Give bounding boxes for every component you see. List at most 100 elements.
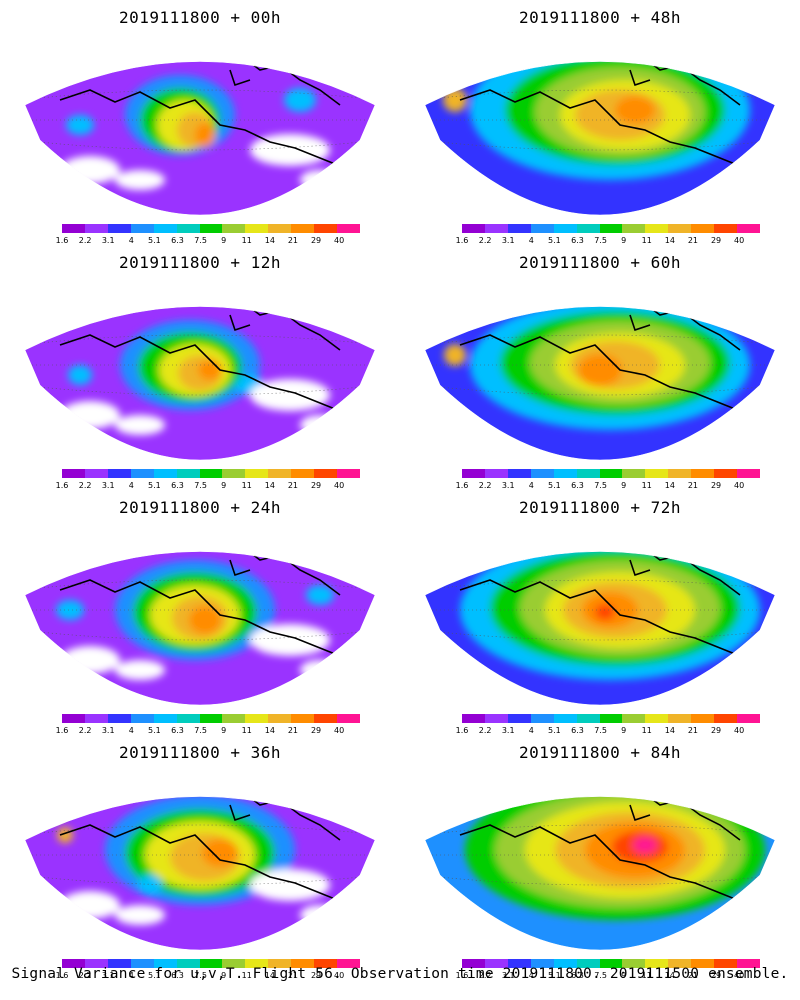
colorbar-swatch [691, 224, 715, 233]
colorbar-tick-label: 5.1 [548, 971, 561, 980]
colorbar-tick-label: 40 [734, 726, 745, 735]
colorbar-tick-label: 21 [287, 726, 299, 735]
colorbar-swatch [599, 959, 623, 968]
colorbar-swatch [130, 469, 154, 478]
colorbar-swatch [62, 714, 85, 723]
colorbar-tick-label: 14 [664, 236, 675, 245]
colorbar-tick-label: 5.1 [148, 481, 161, 490]
colorbar-tick-label: 40 [734, 236, 745, 245]
colorbar-swatch [737, 959, 760, 968]
colorbar-swatch [645, 469, 669, 478]
colorbar-swatch [337, 959, 360, 968]
colorbar-tick-label: 7.5 [594, 481, 607, 490]
latitude-line [425, 334, 775, 346]
colorbar-swatch [530, 959, 554, 968]
colorbar-tick-label: 2.2 [78, 481, 92, 490]
figure-caption: Signal Variance for u,v,T. Flight 56. Ob… [11, 966, 789, 982]
colorbar-tick-label: 3.1 [101, 236, 115, 245]
variance-map [424, 306, 776, 461]
colorbar-tick-label: 5.1 [548, 236, 561, 245]
colorbar-tick-label: 4 [128, 971, 134, 980]
colorbar-swatch [62, 959, 85, 968]
variance-contour [195, 123, 215, 147]
colorbar-tick-label: 40 [334, 236, 345, 245]
variance-contour [138, 875, 162, 895]
colorbar-swatch [599, 714, 623, 723]
colorbar-swatch [645, 714, 669, 723]
colorbar-swatch [576, 714, 600, 723]
variance-map [24, 796, 376, 951]
colorbar-tick-label: 1.6 [455, 236, 469, 245]
colorbar-tick-label: 7.5 [194, 726, 207, 735]
colorbar [62, 714, 360, 723]
colorbar-swatch [530, 469, 554, 478]
latitude-line [425, 629, 775, 641]
colorbar-tick-label: 2.2 [78, 236, 92, 245]
colorbar-swatch [153, 714, 177, 723]
colorbar-swatch [645, 224, 669, 233]
colorbar-swatch [153, 224, 177, 233]
domain-outline [424, 796, 776, 951]
map-panel: 2019111800 + 60h 1.6 2.2 3.1 4 5.1 6.3 7.5 9 11 14… [400, 245, 800, 490]
colorbar-tick-label: 29 [310, 971, 322, 980]
colorbar-swatch [668, 959, 692, 968]
colorbar-swatch [130, 714, 154, 723]
colorbar-swatch [737, 714, 760, 723]
colorbar-swatch [291, 469, 315, 478]
colorbar [462, 224, 760, 233]
colorbar-swatch [199, 224, 223, 233]
map-panel: 2019111800 + 12h 1.6 2.2 3.1 4 5.1 6.3 7.5 9 11 14… [0, 245, 400, 490]
colorbar-tick-label: 6.3 [571, 481, 584, 490]
variance-contour [57, 827, 73, 843]
colorbar-swatch [176, 469, 200, 478]
colorbar-tick-label: 21 [687, 726, 699, 735]
colorbar-tick-label: 11 [641, 971, 652, 980]
colorbar-swatch [245, 959, 269, 968]
colorbar-swatch [714, 959, 738, 968]
colorbar-tick-label: 4 [528, 481, 534, 490]
colorbar-tick-label: 5.1 [148, 236, 161, 245]
colorbar-swatch [714, 224, 738, 233]
domain-outline [24, 796, 376, 951]
colorbar-tick-label: 4 [528, 971, 534, 980]
latitude-line [25, 874, 375, 886]
colorbar-ticks: 1.6 2.2 3.1 4 5.1 6.3 7.5 9 11 14 21 29 40 [448, 971, 768, 981]
colorbar-swatch [245, 224, 269, 233]
latitude-line [25, 334, 375, 346]
domain-outline [424, 61, 776, 216]
colorbar-swatch [222, 959, 246, 968]
colorbar-swatch [668, 714, 692, 723]
panel-title: 2019111800 + 24h [118, 498, 282, 517]
variance-map [24, 61, 376, 216]
colorbar-swatch [245, 714, 269, 723]
panel-title: 2019111800 + 00h [118, 8, 282, 27]
colorbar-tick-label: 3.1 [501, 726, 515, 735]
domain-outline [24, 306, 376, 461]
colorbar-swatch [268, 714, 292, 723]
colorbar-swatch [714, 714, 738, 723]
colorbar-tick-label: 6.3 [171, 971, 184, 980]
panel-title: 2019111800 + 72h [518, 498, 682, 517]
colorbar-tick-label: 11 [241, 236, 252, 245]
colorbar-swatch [222, 224, 246, 233]
map-panel: 2019111800 + 48h 1.6 2.2 3.1 4 5.1 6.3 7.5 9 11 14… [400, 0, 800, 245]
colorbar-tick-label: 5.1 [148, 971, 161, 980]
colorbar-swatch [268, 469, 292, 478]
colorbar-tick-label: 29 [310, 236, 322, 245]
latitude-line [25, 139, 375, 151]
latitude-line [25, 579, 375, 591]
colorbar-tick-label: 21 [687, 236, 699, 245]
low-variance-gap [115, 905, 165, 925]
latitude-line [25, 384, 375, 396]
colorbar-tick-label: 1.6 [55, 481, 69, 490]
colorbar-tick-label: 3.1 [501, 971, 515, 980]
colorbar-swatch [737, 224, 760, 233]
colorbar-tick-label: 29 [710, 971, 722, 980]
colorbar-tick-label: 2.2 [78, 726, 92, 735]
colorbar-tick-label: 11 [641, 236, 652, 245]
colorbar-tick-label: 14 [264, 481, 275, 490]
colorbar-tick-label: 9 [221, 236, 227, 245]
colorbar-swatch [553, 224, 577, 233]
colorbar-tick-label: 3.1 [101, 971, 115, 980]
colorbar-swatch [268, 224, 292, 233]
